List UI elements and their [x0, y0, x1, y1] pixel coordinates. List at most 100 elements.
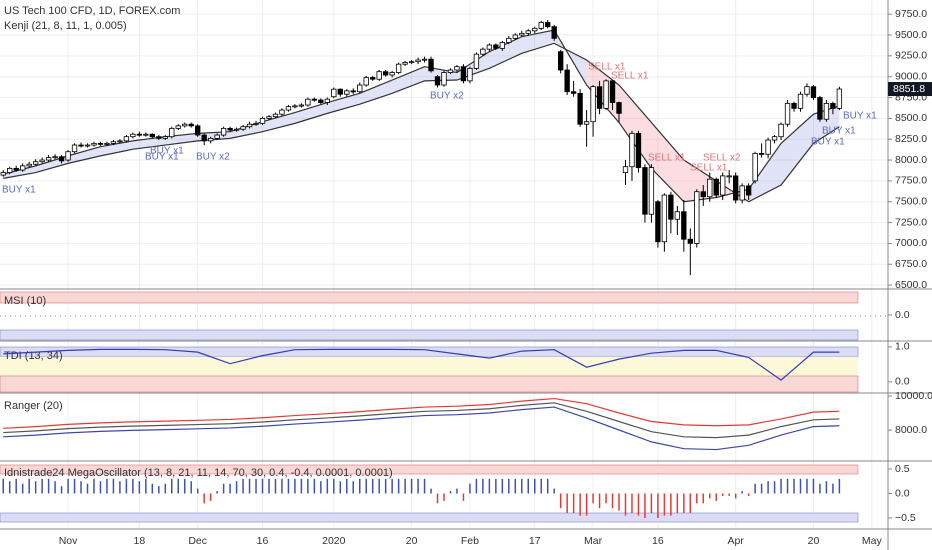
- tdi-lower-band: [0, 375, 859, 393]
- candle-body: [39, 159, 45, 163]
- candle-body: [382, 71, 389, 76]
- candle-body: [7, 167, 13, 173]
- candle-body: [156, 136, 162, 139]
- signal-label: BUY x2: [196, 152, 230, 163]
- candle-body: [344, 90, 350, 95]
- y-tick-label: 7000.0: [895, 237, 927, 249]
- y-tick-label: −0.5: [895, 512, 916, 524]
- candle-body: [357, 84, 363, 93]
- candle-body: [279, 109, 285, 115]
- candle-body: [551, 26, 557, 39]
- candle-body: [324, 98, 330, 103]
- candle-body: [162, 136, 168, 139]
- kenji-line: [3, 29, 840, 203]
- candle-body: [350, 90, 356, 93]
- candle-body: [441, 72, 447, 86]
- candle-body: [305, 98, 311, 106]
- candle-body: [506, 37, 512, 43]
- kenji-cloud: [521, 30, 555, 54]
- candle-body: [558, 51, 564, 71]
- y-tick-label: 6500.0: [895, 279, 927, 291]
- candle-body: [648, 167, 655, 215]
- y-tick-label: 8500.0: [895, 112, 927, 124]
- candle-body: [525, 30, 531, 34]
- candle-body: [337, 88, 343, 95]
- candle-body: [421, 58, 428, 61]
- x-tick-label: 18: [134, 535, 146, 547]
- candle-body: [428, 58, 434, 72]
- msi-upper-band: [0, 291, 859, 304]
- pane-title: MSI (10): [4, 295, 46, 307]
- x-tick-label: Apr: [728, 535, 745, 547]
- signal-label: BUY x1: [811, 137, 845, 148]
- candle-body: [266, 116, 272, 119]
- candle-body: [311, 98, 318, 101]
- candle-body: [65, 151, 71, 161]
- candle-body: [78, 144, 84, 147]
- candle-body: [836, 88, 843, 109]
- x-tick-label: 20: [808, 535, 820, 547]
- candle-body: [726, 175, 732, 178]
- candle-body: [298, 104, 305, 107]
- kenji-cloud: [619, 85, 652, 169]
- x-tick-label: Nov: [59, 535, 78, 547]
- candle-body: [32, 161, 39, 165]
- signal-label: BUY x1: [822, 126, 856, 137]
- x-tick-label: 16: [652, 535, 664, 547]
- candle-body: [253, 122, 259, 125]
- candle-body: [674, 211, 681, 220]
- candle-body: [143, 133, 149, 136]
- candle-body: [117, 140, 123, 143]
- candle-body: [493, 44, 499, 49]
- y-tick-label: 10000.0: [895, 390, 932, 402]
- signal-label: BUY x2: [430, 91, 464, 102]
- candle-body: [532, 27, 538, 32]
- y-tick-label: 1.0: [895, 341, 910, 353]
- candle-body: [149, 133, 155, 138]
- kenji-cloud: [294, 102, 328, 124]
- candle-body: [778, 123, 784, 138]
- candle-body: [655, 201, 661, 243]
- candle-body: [331, 88, 337, 98]
- candle-body: [758, 152, 765, 155]
- kenji-cloud: [230, 121, 263, 139]
- kenji-cloud: [651, 122, 684, 202]
- candle-body: [687, 238, 693, 244]
- candle-body: [661, 194, 668, 243]
- candle-body: [784, 102, 791, 125]
- candle-body: [376, 71, 382, 80]
- candle-body: [577, 92, 583, 125]
- candle-body: [52, 156, 58, 159]
- candle-body: [207, 137, 214, 142]
- candle-body: [486, 44, 493, 50]
- candle-body: [720, 175, 726, 196]
- candle-body: [609, 80, 616, 103]
- candle-body: [733, 175, 739, 201]
- signal-label: BUY x1: [2, 185, 36, 196]
- signal-label: SELL x1: [611, 71, 649, 82]
- candle-body: [195, 125, 201, 136]
- signal-label: SELL x1: [648, 153, 686, 164]
- candle-body: [810, 86, 817, 98]
- candle-body: [771, 136, 778, 141]
- candle-body: [272, 113, 279, 118]
- osc-upper-band: [0, 464, 859, 475]
- candle-body: [318, 99, 324, 103]
- y-tick-label: 7500.0: [895, 196, 927, 208]
- y-tick-label: 8250.0: [895, 133, 927, 145]
- kenji-cloud: [359, 80, 393, 105]
- bands: [0, 291, 888, 523]
- signal-label: BUY x1: [150, 146, 184, 157]
- kenji-cloud: [262, 112, 295, 132]
- candle-body: [123, 136, 130, 142]
- indicator-line: [3, 406, 840, 451]
- kenji-cloud: [327, 93, 360, 114]
- candle-body: [246, 123, 253, 128]
- y-tick-label: 0.0: [895, 376, 910, 388]
- candle-body: [233, 128, 240, 131]
- signal-label: BUY x1: [843, 111, 877, 122]
- candle-body: [201, 134, 207, 142]
- kenji-cloud: [100, 140, 133, 156]
